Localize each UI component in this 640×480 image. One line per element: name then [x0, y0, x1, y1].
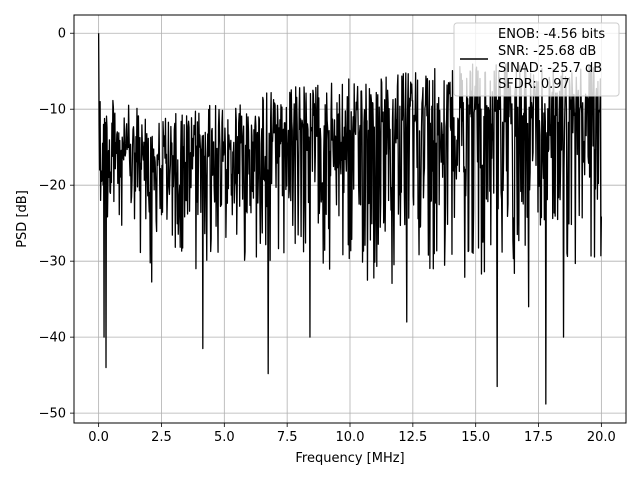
y-tick-label: 0: [58, 27, 66, 42]
legend-sinad: SINAD: -25.7 dB: [498, 61, 602, 76]
y-tick-label: −10: [39, 103, 66, 118]
y-axis-label: PSD [dB]: [15, 190, 30, 248]
legend-snr: SNR: -25.68 dB: [498, 44, 596, 59]
x-tick-label: 17.5: [524, 430, 553, 445]
data-layer: [97, 33, 603, 405]
psd-series-line: [97, 33, 603, 405]
x-tick-label: 15.0: [461, 430, 490, 445]
y-tick-label: −40: [39, 331, 66, 346]
x-tick-label: 20.0: [587, 430, 616, 445]
x-tick-label: 0.0: [88, 430, 109, 445]
legend-sfdr: SFDR: 0.97: [498, 77, 570, 92]
y-tick-label: −50: [39, 407, 66, 422]
x-axis-label: Frequency [MHz]: [295, 451, 404, 466]
legend-box: [453, 22, 620, 97]
y-tick-label: −30: [39, 255, 66, 270]
x-tick-label: 2.5: [151, 430, 172, 445]
x-tick-label: 12.5: [398, 430, 427, 445]
y-tick-label: −20: [39, 179, 66, 194]
x-tick-label: 10.0: [336, 430, 365, 445]
ticks: 0.0 2.5 5.0 7.5 10.0 12.5 15.0 17.5 20.0 0 −10 −20 −…: [39, 27, 616, 445]
legend: ENOB: -4.56 bits SNR: -25.68 dB SINAD: -…: [453, 22, 620, 97]
x-tick-label: 5.0: [214, 430, 235, 445]
x-tick-label: 7.5: [277, 430, 298, 445]
legend-enob: ENOB: -4.56 bits: [498, 27, 605, 42]
